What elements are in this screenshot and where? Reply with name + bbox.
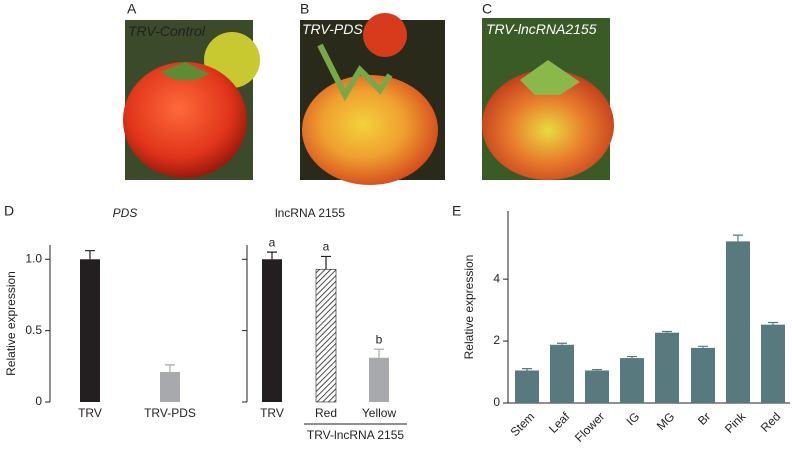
y-axis-label: Relative expression [462,255,476,360]
bar [369,357,389,402]
bar [726,241,750,403]
y-tick-label: 1.0 [25,251,42,265]
error-bar [321,255,331,270]
bar [315,268,337,403]
bar [550,344,574,403]
error-bar [768,321,778,325]
photo-b [300,13,445,185]
bar [620,358,644,403]
bar [655,332,679,403]
error-bar [733,234,743,242]
photo-a [123,20,260,180]
panel-letter: D [4,203,14,219]
x-tick-label: Yellow [362,406,397,420]
x-tick-label: TRV-PDS [144,406,196,420]
error-bar [374,348,384,358]
photo-label: TRV-PDS [302,21,363,37]
error-bar [662,330,672,333]
bar [262,259,282,402]
error-bar [698,345,708,348]
bar [80,259,100,402]
bar [160,372,180,402]
y-tick-label: 4 [493,271,500,285]
x-tick-label: Red [758,409,783,434]
photo-label: TRV-lncRNA2155 [486,21,597,37]
x-tick-label: Br [695,409,713,427]
photo-letter: C [482,1,492,17]
x-tick-label: Leaf [546,409,573,436]
group-label: TRV-lncRNA 2155 [307,428,404,442]
error-bar [165,364,175,373]
error-bar [522,368,532,371]
significance-label: a [269,235,276,249]
x-tick-label: Pink [722,409,749,436]
photo-label: TRV-Control [128,23,206,39]
y-tick-label: 0 [35,394,42,408]
error-bar [557,342,567,345]
y-tick-label: 0.5 [25,323,42,337]
photo-letter: A [127,1,137,17]
error-bar [627,355,637,359]
chart-title: PDS [113,206,138,220]
x-tick-label: TRV [260,406,284,420]
y-tick-label: 2 [493,333,500,347]
chart-title: lncRNA 2155 [275,206,345,220]
bar [585,370,609,403]
x-tick-label: MG [654,409,678,433]
error-bar [267,251,277,260]
y-axis-label: Relative expression [4,271,18,376]
x-tick-label: IG [624,409,643,428]
x-tick-label: Stem [508,409,538,439]
x-tick-label: TRV [78,406,102,420]
y-tick-label: 0 [493,395,500,409]
bar [691,347,715,403]
photo-c [482,18,614,180]
photo-letter: B [300,1,309,17]
significance-label: a [323,240,330,254]
significance-label: b [376,332,383,346]
panel-letter: E [452,203,461,219]
bar [515,370,539,403]
bar [761,324,785,403]
x-tick-label: Flower [572,409,607,444]
error-bar [592,368,602,371]
error-bar [85,250,95,260]
x-tick-label: Red [315,406,337,420]
